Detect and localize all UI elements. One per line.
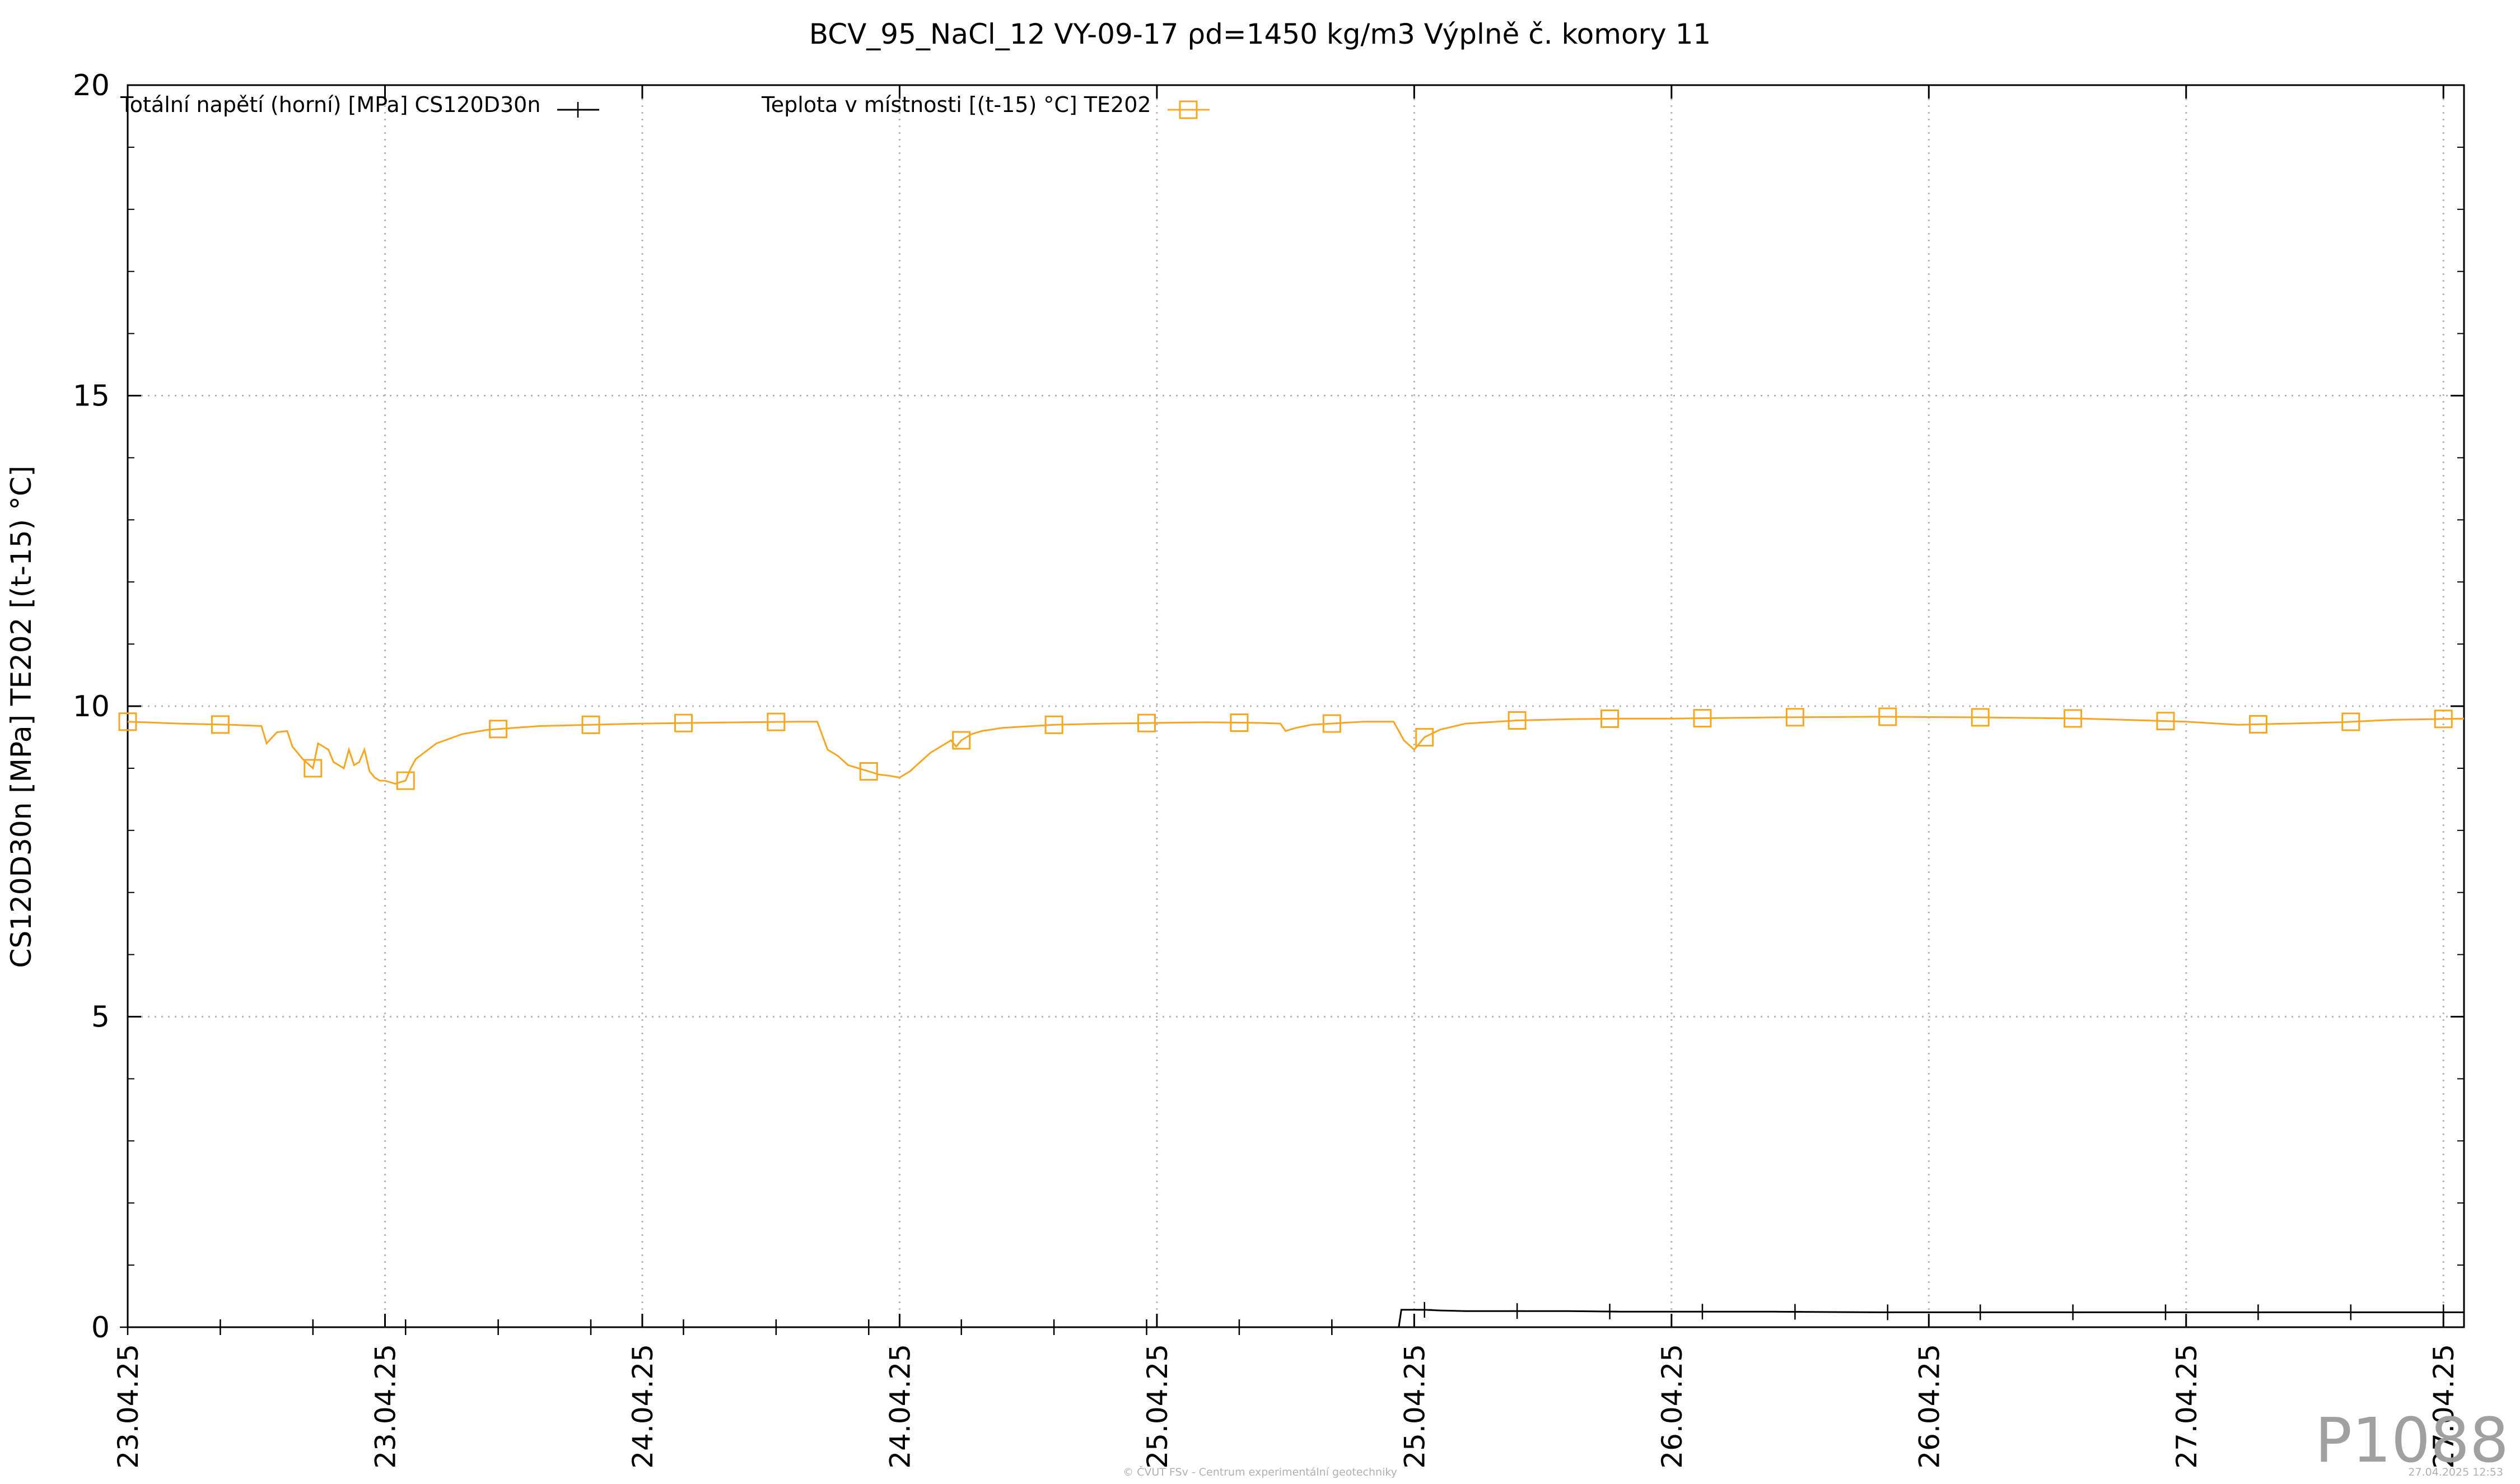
chart-title: BCV_95_NaCl_12 VY-09-17 ρd=1450 kg/m3 Vý… — [809, 18, 1711, 50]
x-tick-label: 25.04.25 — [1398, 1344, 1431, 1469]
data-point-total-stress — [2250, 1304, 2266, 1320]
axis-ticks: 0 5 10 15 20 23.04.25 23.04.25 24.04.25 24.04.25… — [73, 69, 2464, 1469]
legend-symbol-room-temperature — [1168, 100, 1210, 119]
data-point-room-temperature — [767, 712, 786, 731]
x-tick-label: 26.04.25 — [1913, 1344, 1945, 1469]
data-point-room-temperature — [2341, 712, 2360, 731]
data-point-total-stress — [583, 1319, 599, 1335]
data-point-total-stress — [1602, 1304, 1618, 1320]
footer-timestamp: 27.04.2025 12:53 — [2408, 1466, 2503, 1478]
footer-credit: © ČVUT FSv - Centrum experimentální geot… — [1123, 1465, 1397, 1478]
x-tick-label: 25.04.25 — [1141, 1344, 1174, 1469]
data-point-room-temperature — [581, 715, 600, 734]
data-point-room-temperature — [1878, 707, 1897, 726]
data-point-room-temperature — [2434, 710, 2453, 729]
x-tick-label: 23.04.25 — [369, 1344, 402, 1469]
series-line-room-temperature — [127, 716, 2465, 785]
data-point-total-stress — [675, 1319, 692, 1335]
x-tick-label: 23.04.25 — [112, 1344, 144, 1469]
x-tick-label: 24.04.25 — [884, 1344, 916, 1469]
data-point-room-temperature — [396, 771, 415, 790]
x-tick-label: 27.04.25 — [2428, 1344, 2460, 1469]
data-point-total-stress — [2065, 1304, 2081, 1320]
data-point-room-temperature — [1600, 709, 1620, 728]
y-tick-label: 20 — [73, 69, 110, 102]
data-point-room-temperature — [859, 762, 878, 781]
series-total-stress — [120, 1301, 2464, 1335]
data-point-total-stress — [1972, 1304, 1989, 1320]
legend-label-total-stress: Totální napětí (horní) [MPa] CS120D30n — [120, 92, 540, 117]
x-tick-label: 27.04.25 — [2171, 1344, 2203, 1469]
data-point-room-temperature — [1230, 713, 1249, 732]
data-point-total-stress — [490, 1319, 506, 1335]
data-point-total-stress — [2435, 1304, 2452, 1320]
y-tick-label: 15 — [73, 380, 110, 413]
legend-symbol-total-stress — [557, 102, 599, 118]
watermark: P1088 — [2315, 1404, 2509, 1476]
data-point-total-stress — [1046, 1319, 1062, 1335]
data-point-room-temperature — [1044, 715, 1063, 734]
y-tick-label: 10 — [73, 690, 110, 724]
grid — [128, 85, 2464, 1327]
data-point-total-stress — [768, 1319, 784, 1335]
data-point-total-stress — [861, 1319, 877, 1335]
data-point-room-temperature — [304, 759, 323, 778]
series-room-temperature — [118, 707, 2465, 790]
data-point-room-temperature — [1508, 711, 1527, 730]
data-point-total-stress — [953, 1319, 969, 1335]
data-point-room-temperature — [1785, 708, 1804, 727]
legend-marker — [1179, 100, 1198, 119]
data-point-room-temperature — [1693, 709, 1712, 728]
data-point-total-stress — [1694, 1304, 1710, 1320]
data-point-room-temperature — [211, 715, 230, 734]
data-point-total-stress — [120, 1319, 136, 1335]
data-point-total-stress — [1138, 1319, 1155, 1335]
data-point-room-temperature — [489, 720, 508, 739]
data-point-total-stress — [1509, 1303, 1525, 1319]
data-point-total-stress — [1324, 1319, 1340, 1335]
data-point-room-temperature — [2156, 712, 2175, 731]
y-tick-label: 5 — [91, 1001, 110, 1034]
data-point-room-temperature — [118, 712, 137, 731]
data-point-room-temperature — [1137, 713, 1156, 732]
legend: Totální napětí (horní) [MPa] CS120D30n T… — [120, 92, 1210, 119]
series-line-total-stress — [128, 1309, 2464, 1328]
data-point-total-stress — [305, 1319, 321, 1335]
data-point-room-temperature — [952, 731, 971, 750]
legend-marker — [570, 102, 586, 118]
data-point-total-stress — [1416, 1301, 1432, 1318]
data-point-room-temperature — [1415, 727, 1434, 746]
data-point-room-temperature — [2064, 709, 2083, 728]
y-axis-label: CS120D30n [MPa] TE202 [(t-15) °C] — [5, 466, 38, 968]
y-tick-label: 0 — [91, 1311, 110, 1345]
data-point-total-stress — [1787, 1304, 1803, 1320]
data-point-room-temperature — [674, 713, 693, 732]
data-point-room-temperature — [2248, 715, 2267, 734]
x-tick-label: 24.04.25 — [627, 1344, 659, 1469]
data-point-total-stress — [1231, 1319, 1247, 1335]
data-point-total-stress — [1879, 1304, 1896, 1320]
legend-label-room-temperature: Teplota v místnosti [(t-15) °C] TE202 — [761, 92, 1151, 117]
data-point-total-stress — [2342, 1304, 2359, 1320]
data-point-total-stress — [212, 1319, 228, 1335]
x-tick-label: 26.04.25 — [1656, 1344, 1688, 1469]
data-point-total-stress — [398, 1319, 414, 1335]
data-point-total-stress — [2158, 1304, 2174, 1320]
series-layer — [118, 707, 2465, 1335]
data-point-room-temperature — [1971, 708, 1990, 727]
data-point-room-temperature — [1322, 714, 1341, 733]
